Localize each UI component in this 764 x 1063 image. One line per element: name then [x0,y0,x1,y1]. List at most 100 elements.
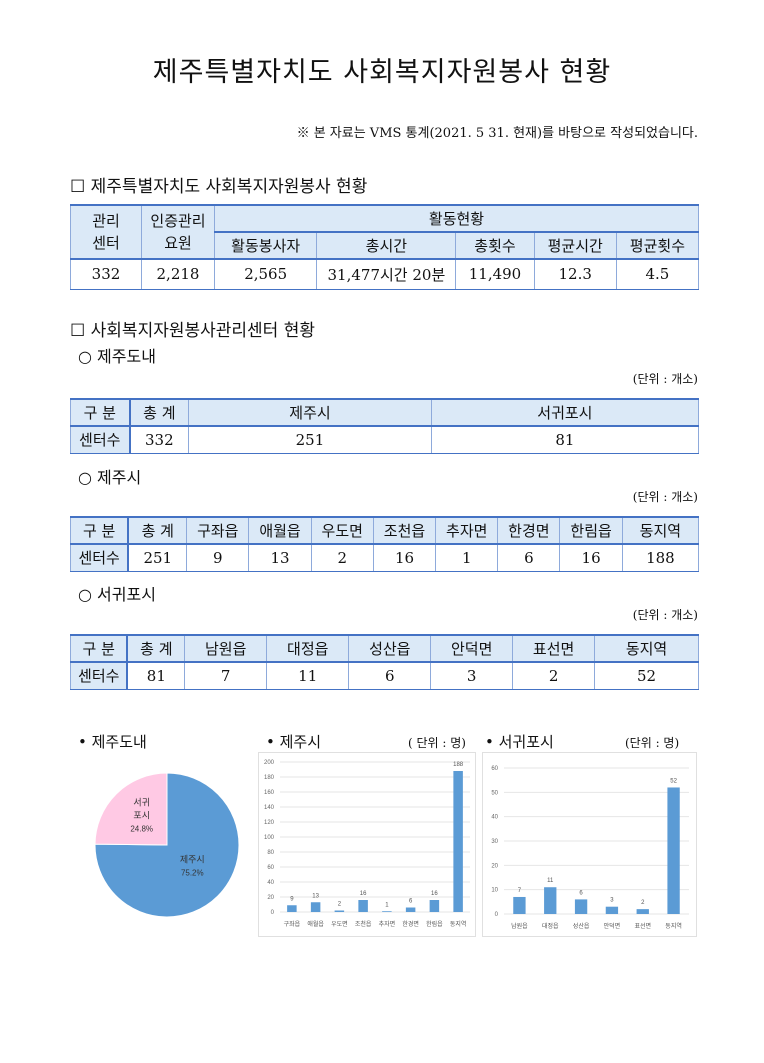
x-tick-label: 동지역 [450,920,467,928]
x-tick-label: 애월읍 [307,920,324,928]
y-tick-label: 40 [491,815,498,821]
data-label: 52 [670,778,677,784]
bar [405,907,416,912]
data-label: 16 [431,891,438,897]
header-avg-count: 평균횟수 [615,231,700,260]
cell: 81 [430,425,700,454]
cell: 센터수 [70,543,130,572]
header-cell: 한림읍 [559,516,623,545]
seogwipo-bar-chart: 0 10 20 30 40 50 60 7 남원읍 11 대정읍 6 성산읍 3 안덕면 2 표선면 52 동지역 [482,752,697,937]
slice-value: 24.8% [130,824,153,833]
unit-label: (단위 : 개소) [632,372,698,386]
cell: 11,490 [455,258,535,290]
header-cell: 성산읍 [348,634,432,663]
data-label: 7 [518,888,522,894]
pie-title: • 제주도내 [78,733,147,751]
cell: 332 [128,425,190,454]
x-tick-label: 동지역 [665,922,682,930]
header-cell: 동지역 [621,516,700,545]
y-tick-label: 30 [491,839,498,845]
bar [358,900,368,912]
header-cell: 남원읍 [184,634,268,663]
y-tick-label: 200 [264,760,275,766]
y-tick-label: 80 [267,850,274,856]
header-cell: 제주시 [188,398,432,427]
slice-label: 제주시 [180,855,205,865]
data-label: 1 [385,902,389,908]
y-tick-label: 40 [267,880,274,886]
cell: 188 [621,543,700,572]
header-cell: 애월읍 [248,516,312,545]
header-cell: 안덕면 [430,634,514,663]
cell: 센터수 [70,661,129,690]
cell: 9 [186,543,250,572]
cell: 2 [310,543,374,572]
cell: 7 [184,661,268,690]
x-tick-label: 조천읍 [355,920,372,928]
cell: 4.5 [615,258,700,290]
jeju-chart-unit: ( 단위 : 명) [408,736,466,750]
cell: 센터수 [70,425,131,454]
x-tick-label: 우도면 [331,920,348,928]
pie-slice [94,772,240,918]
data-label: 2 [641,900,645,906]
unit-label: (단위 : 개소) [632,490,698,504]
cell: 2,565 [213,258,318,290]
subheading: ○ 제주도내 [78,347,156,366]
data-label: 2 [338,902,342,908]
jeju-bar-chart: 0 20 40 60 80 100 120 140 160 180 200 9 구좌읍 13 애월읍 2 우도면… [258,752,476,937]
data-label: 6 [409,899,413,905]
y-tick-label: 120 [264,820,275,826]
x-tick-label: 남원읍 [511,922,528,930]
bar [453,771,463,912]
data-label: 9 [290,896,294,902]
header-cell: 총 계 [126,634,186,663]
header-cell: 구 분 [70,634,129,663]
header-total-count: 총횟수 [455,231,535,260]
header-cell: 구 분 [70,398,131,427]
header-cell: 서귀포시 [430,398,700,427]
cell: 1 [435,543,499,572]
data-label: 3 [610,898,614,904]
bar [544,887,557,914]
bar [382,911,392,912]
pie-chart: 제주시 75.2% 서귀포시 24.8% [94,772,240,918]
header-staff: 인증관리 요원 [141,204,215,260]
page-title: 제주특별자치도 사회복지자원봉사 현황 [152,57,612,88]
header-cell: 총 계 [128,398,190,427]
header-cell: 조천읍 [372,516,437,545]
cell: 6 [497,543,561,572]
header-cell: 한경면 [497,516,561,545]
x-tick-label: 추자면 [379,920,396,928]
data-label: 188 [453,762,464,768]
cell: 81 [126,661,186,690]
cell: 251 [127,543,188,572]
bar [513,896,526,914]
bar [334,910,345,912]
y-tick-label: 10 [491,888,498,894]
header-cell: 추자면 [435,516,499,545]
header-center: 관리 센터 [70,204,142,260]
cell: 13 [248,543,312,572]
slice-label: 서귀 [133,797,150,807]
slice-value: 75.2% [181,869,204,878]
subheading: ○ 서귀포시 [78,585,156,604]
header-total-time: 총시간 [316,231,457,260]
section2-heading: ☐ 사회복지자원봉사관리센터 현황 [70,321,316,341]
x-tick-label: 대정읍 [542,922,559,930]
header-cell: 대정읍 [266,634,350,663]
x-tick-label: 구좌읍 [284,920,301,928]
bar [287,905,297,912]
header-cell: 동지역 [594,634,699,663]
x-tick-label: 한림읍 [426,920,443,928]
y-tick-label: 160 [264,790,275,796]
header-volunteers: 활동봉사자 [213,231,318,260]
data-label: 11 [547,878,554,884]
header-activity: 활동현황 [214,204,699,233]
y-tick-label: 140 [264,805,275,811]
y-tick-label: 0 [495,912,499,918]
